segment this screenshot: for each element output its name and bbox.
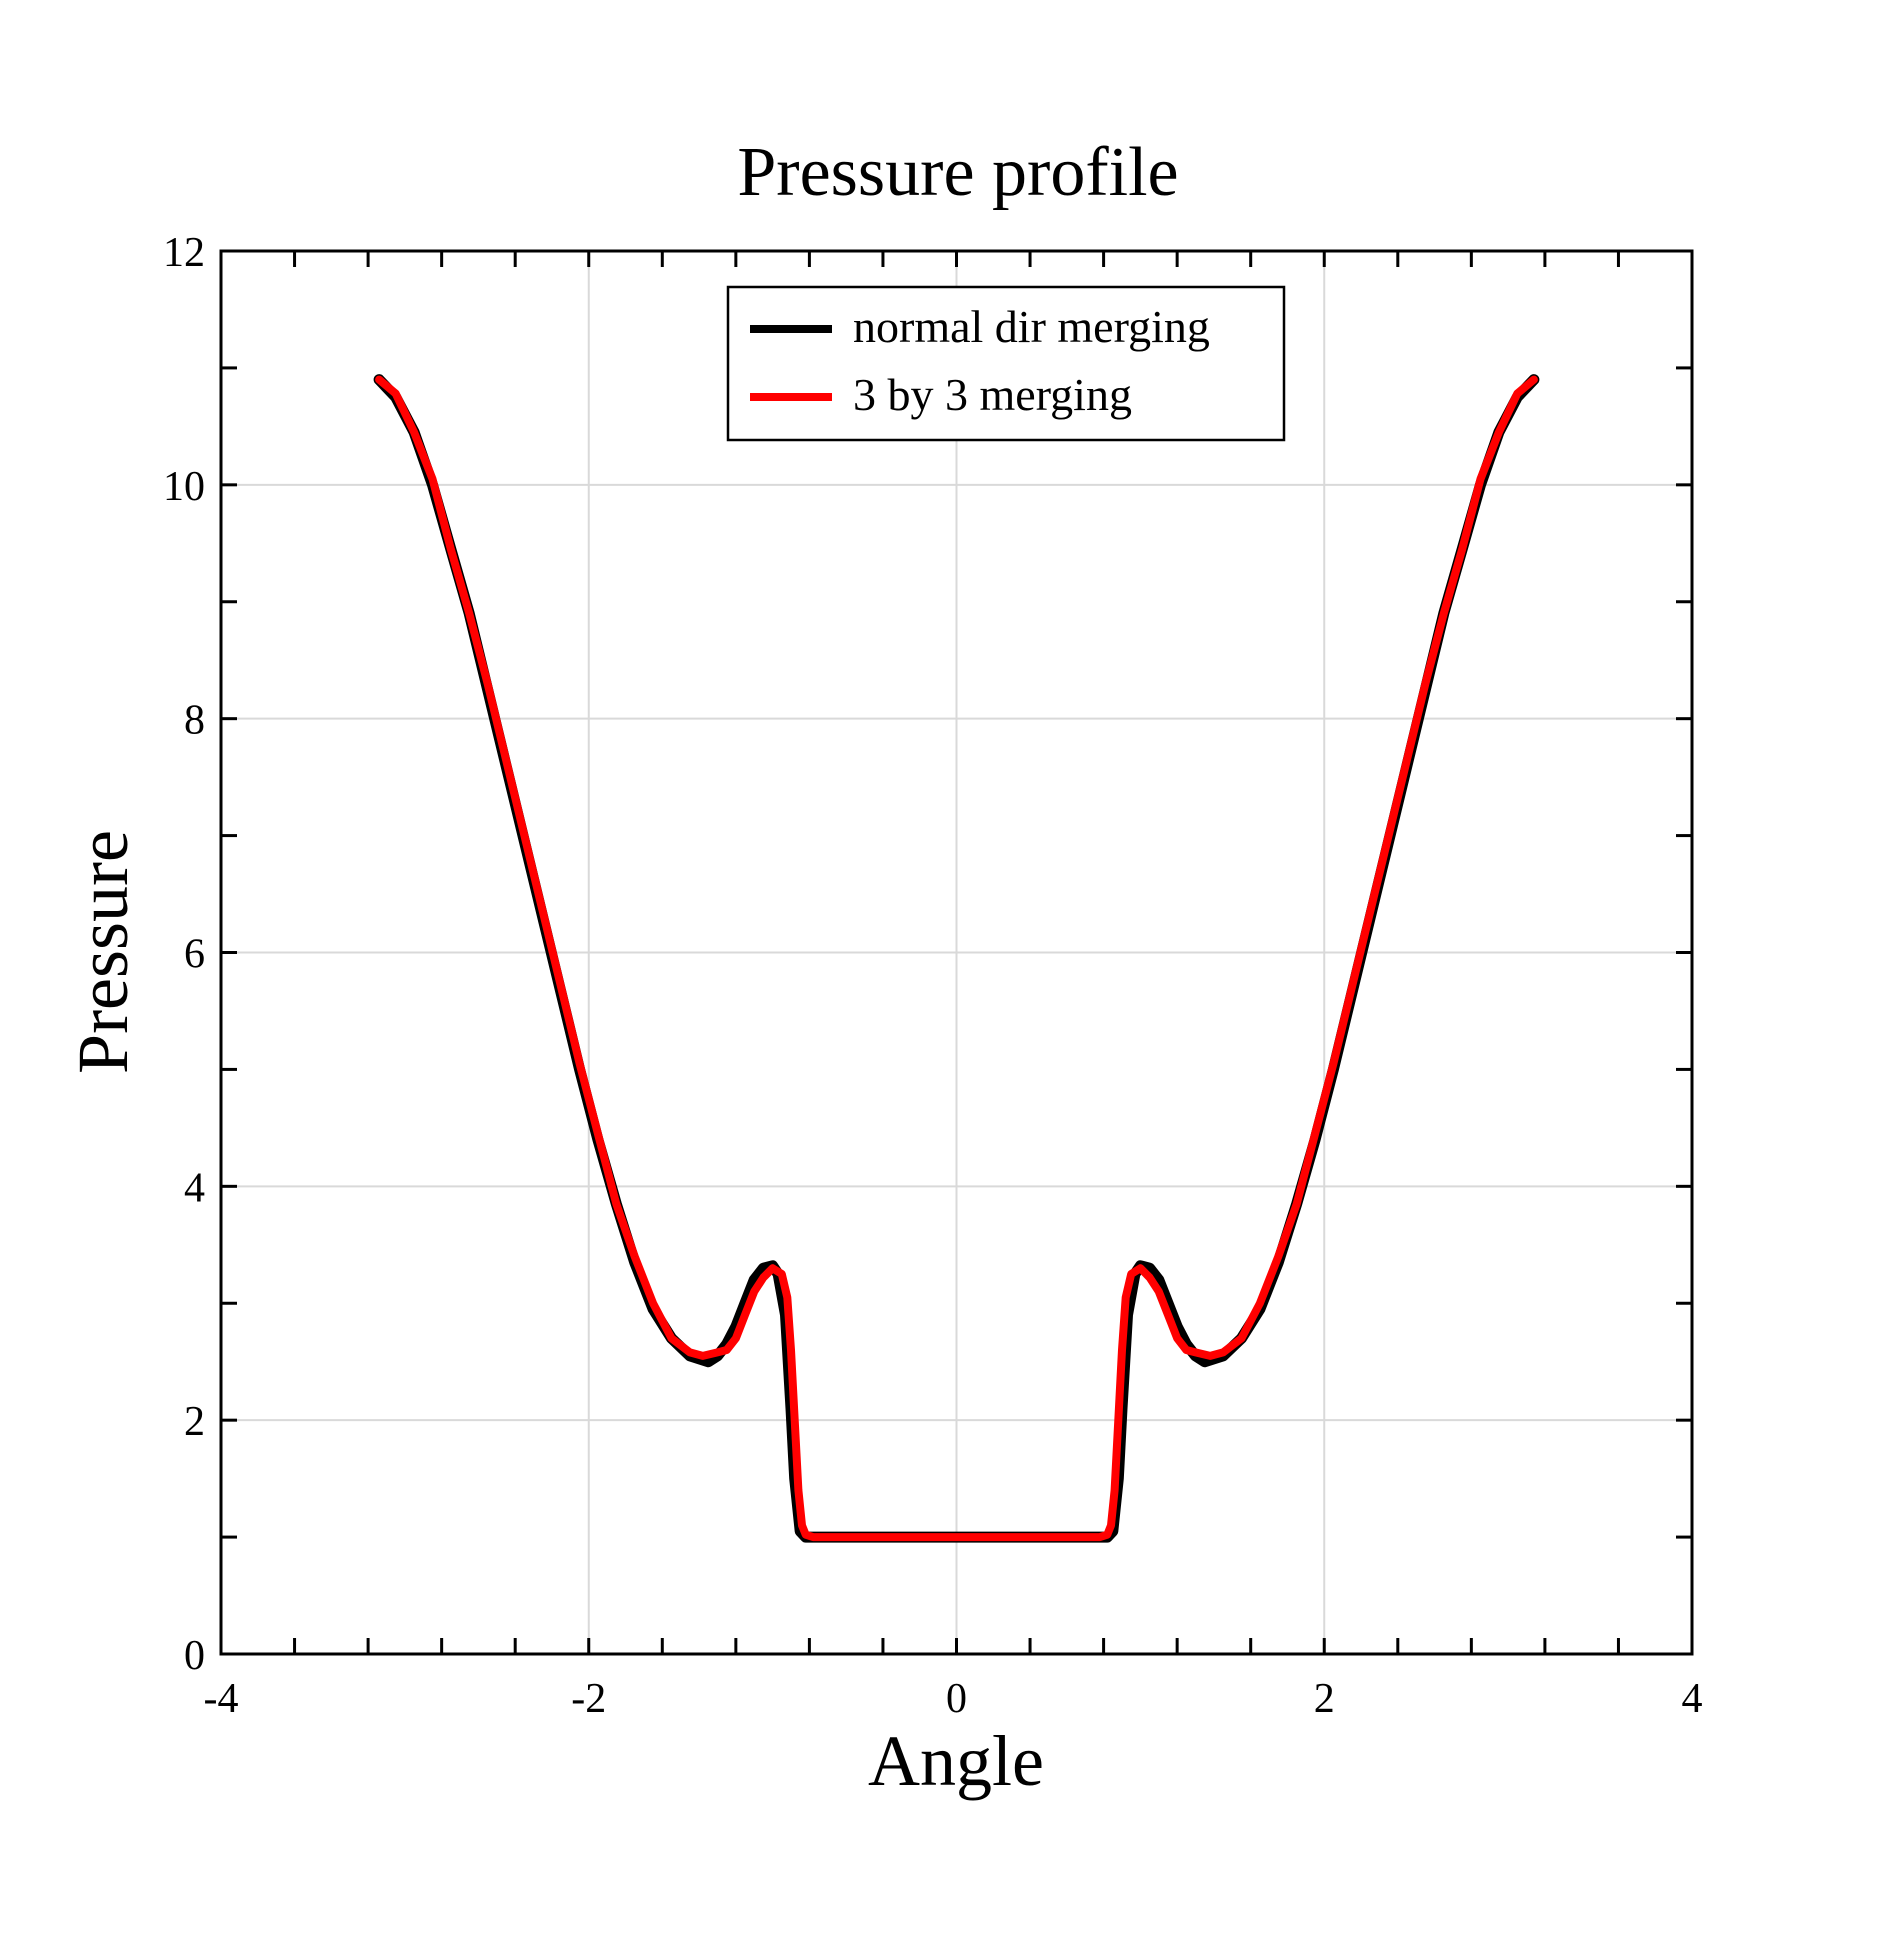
x-tick-label-0: 0 <box>946 1676 967 1722</box>
y-tick-label-6: 6 <box>184 932 205 978</box>
y-tick-label-12: 12 <box>163 230 205 276</box>
series-lines <box>373 374 1540 1543</box>
x-tick-label-neg2: -2 <box>571 1676 606 1722</box>
y-tick-label-0: 0 <box>184 1633 205 1679</box>
x-tick-label-neg4: -4 <box>204 1676 239 1722</box>
y-tick-label-2: 2 <box>184 1399 205 1445</box>
chart-title: Pressure profile <box>737 134 1178 211</box>
y-axis-label: Pressure <box>63 830 143 1074</box>
series-line-3-by-3-merging <box>375 375 1538 1542</box>
x-tick-label-2: 2 <box>1314 1676 1335 1722</box>
x-tick-label-4: 4 <box>1682 1676 1703 1722</box>
axis-ticks <box>221 251 1692 1654</box>
y-tick-label-10: 10 <box>163 464 205 510</box>
legend-box <box>726 285 1286 442</box>
x-axis-label: Angle <box>868 1721 1044 1801</box>
legend: normal dir merging 3 by 3 merging <box>726 285 1286 442</box>
y-tick-label-4: 4 <box>184 1165 205 1211</box>
grid <box>221 251 1692 1654</box>
tick-labels: -4 -2 0 2 4 0 2 4 6 8 10 12 <box>163 230 1703 1722</box>
y-tick-label-8: 8 <box>184 698 205 744</box>
legend-label-normal-dir-merging: normal dir merging <box>853 301 1210 352</box>
legend-label-3-by-3-merging: 3 by 3 merging <box>853 369 1132 420</box>
